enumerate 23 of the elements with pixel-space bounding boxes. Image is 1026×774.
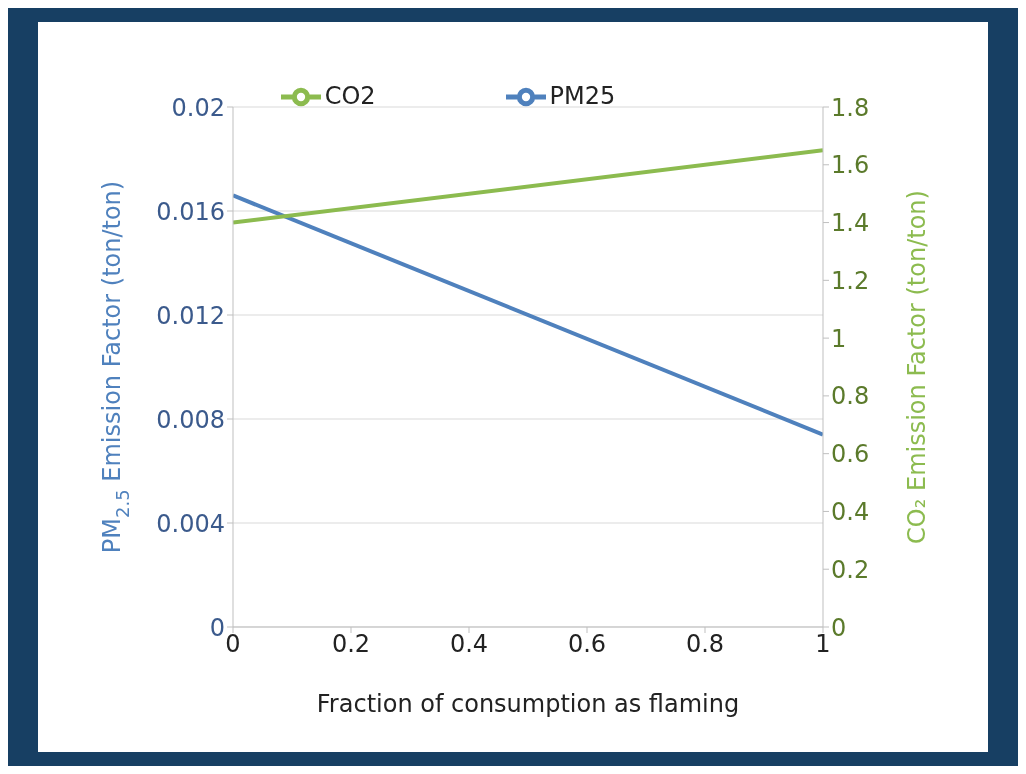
y-tick-label: 0.012 bbox=[156, 301, 225, 330]
y2-tick-label: 0.6 bbox=[831, 440, 870, 469]
x-tick-label: 1 bbox=[815, 630, 831, 659]
y2-tick-label: 0.2 bbox=[831, 555, 870, 584]
y2-tick-label: 1.8 bbox=[831, 93, 870, 122]
legend-label: CO2 bbox=[324, 82, 376, 110]
y2-tick-label: 0.8 bbox=[831, 382, 870, 411]
x-tick-label: 0.6 bbox=[567, 630, 607, 659]
y2-tick-label: 1.2 bbox=[831, 266, 870, 295]
y2-tick-label: 1 bbox=[831, 324, 847, 353]
y2-tick-label: 0.4 bbox=[831, 497, 870, 526]
y2-tick-label: 1.6 bbox=[831, 151, 870, 180]
x-tick-label: 0.2 bbox=[331, 630, 371, 659]
y-tick-label: 0.016 bbox=[156, 197, 225, 226]
y-tick-label: 0.004 bbox=[156, 509, 225, 538]
y-tick-label: 0.008 bbox=[156, 405, 225, 434]
x-tick-label: 0.8 bbox=[685, 630, 725, 659]
y2-axis-title: CO₂ Emission Factor (ton/ton) bbox=[903, 190, 931, 544]
y-tick-label: 0.02 bbox=[171, 93, 225, 122]
y2-tick-label: 1.4 bbox=[831, 209, 870, 238]
x-tick-label: 0.4 bbox=[449, 630, 489, 659]
x-axis-title: Fraction of consumption as flaming bbox=[316, 690, 740, 718]
legend-label: PM25 bbox=[549, 82, 616, 110]
